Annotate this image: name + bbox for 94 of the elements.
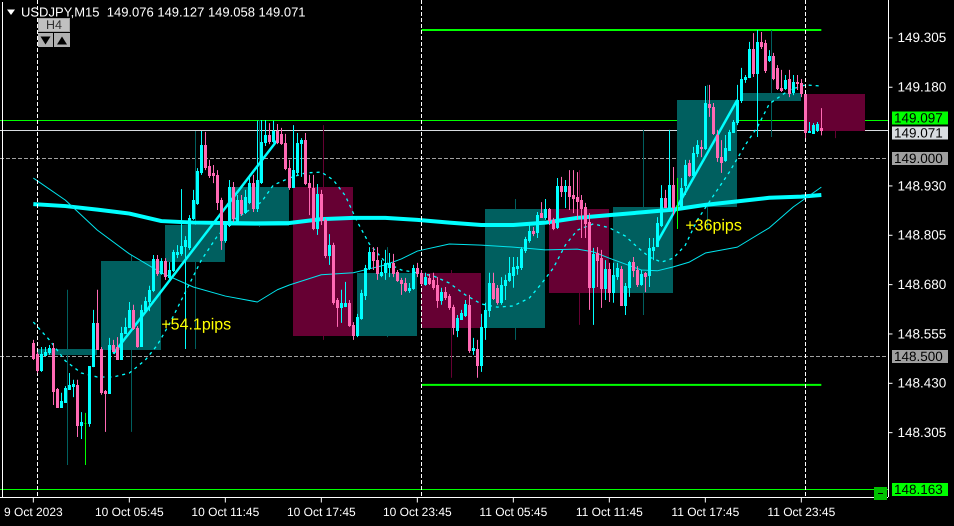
candlestick [48,344,51,356]
candlestick [664,189,667,209]
x-tick-label: 11 Oct 05:45 [479,505,548,520]
candlestick [388,252,391,278]
candlestick [672,166,675,216]
y-tick-label: 148.930 [898,178,946,194]
candlestick [532,226,535,237]
x-tick-label: 11 Oct 11:45 [576,505,644,520]
annotation: H4 [46,18,62,32]
y-tick-label: 149.180 [898,80,946,95]
candlestick [808,121,811,134]
candlestick [564,180,567,209]
candlestick [592,247,595,326]
candlestick [688,159,691,178]
candlestick [76,379,79,438]
y-tick-label: 148.680 [898,276,946,292]
x-tick-label: 11 Oct 23:45 [767,505,836,520]
candlestick [492,272,495,301]
y-tick-label: 148.555 [898,326,946,342]
y-tick-label: 148.305 [898,424,946,440]
candlestick [812,122,815,134]
chart-title: USDJPY,M15 149.076 149.127 149.058 149.071 [21,4,306,20]
candlestick [816,121,819,132]
candlestick [780,69,783,92]
annotation: +36pips [685,217,742,234]
candlestick [376,246,379,280]
candlestick [500,276,503,306]
candlestick [540,202,543,218]
candlestick [612,262,615,304]
candlestick [404,277,407,293]
candlestick [392,253,395,278]
candlestick [160,258,163,276]
candlestick [472,337,475,356]
candlestick [768,50,771,62]
candlestick [328,234,331,266]
candlestick [748,41,751,79]
candlestick [116,336,119,360]
candlestick [40,346,43,372]
candlestick [604,260,607,301]
x-tick-label: 10 Oct 17:45 [286,505,356,520]
candlestick [544,198,547,220]
ref-line-label: 149.097 [894,110,943,126]
x-tick-label: 11 Oct 17:45 [671,505,740,520]
candlestick [232,181,235,222]
ref-line-label: 148.163 [894,482,943,497]
x-tick-label: 10 Oct 05:45 [94,505,164,520]
candlestick [52,342,55,406]
candlestick [464,300,467,318]
candlestick [568,170,571,211]
candlestick [412,264,415,290]
candlestick [820,108,823,136]
candlestick [800,78,803,98]
x-tick-label: 10 Oct 23:45 [382,505,452,520]
candlestick [440,287,443,306]
candlestick [84,412,87,466]
candlestick [164,258,167,280]
y-tick-label: 149.305 [898,30,946,46]
candlestick [676,178,679,230]
y-tick-label: 148.430 [898,376,946,391]
candlestick [512,256,515,288]
candlestick [357,246,417,338]
candlestick [468,294,471,354]
candlestick [312,174,315,231]
candlestick [788,69,791,98]
candlestick [700,140,703,158]
ref-line-label: 149.071 [894,126,943,140]
candlestick [784,74,787,91]
candlestick [80,412,83,440]
line-series [32,178,822,302]
x-tick-label: 9 Oct 2023 [4,505,64,520]
candlestick [684,159,687,196]
candlestick [156,254,159,276]
candlestick [640,270,643,286]
candlestick [240,194,243,216]
candlestick [476,339,479,378]
candlestick [644,271,647,293]
candlestick [276,123,279,145]
candlestick [268,122,271,145]
candlestick [436,276,439,308]
candlestick [428,273,431,286]
candlestick [384,249,387,280]
candlestick [608,262,611,302]
candlestick [292,124,295,188]
ref-line-label: 148.500 [894,349,943,364]
ref-line-label: 149.000 [894,151,943,166]
candlestick [600,249,603,308]
x-tick-label: 10 Oct 11:45 [191,505,260,520]
candlestick [752,32,755,78]
candlestick [252,174,255,212]
candlestick [560,176,563,198]
candlestick [548,208,551,226]
candlestick [648,238,651,288]
candlestick [424,272,427,286]
y-tick-label: 148.805 [898,228,946,243]
